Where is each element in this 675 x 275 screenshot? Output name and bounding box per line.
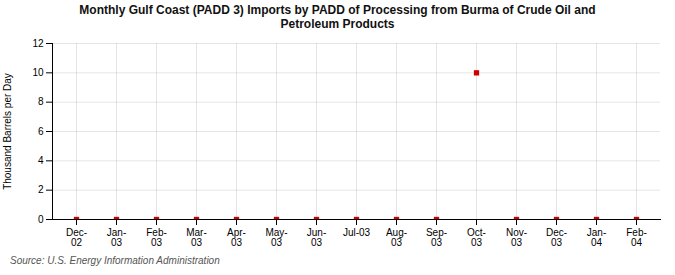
svg-text:Feb-04: Feb-04 (626, 227, 647, 248)
html-text:Monthly Gulf Coast (PADD 3) Im: Monthly Gulf Coast (PADD 3) Imports by P… (79, 3, 596, 31)
svg-text:Aug-03: Aug-03 (386, 227, 407, 248)
svg-text:0: 0 (38, 214, 44, 225)
svg-text:4: 4 (38, 155, 44, 166)
svg-text:Jul-03: Jul-03 (343, 227, 371, 238)
svg-text:6: 6 (38, 126, 44, 137)
svg-text:Feb-03: Feb-03 (146, 227, 167, 248)
svg-text:Dec-02: Dec-02 (66, 227, 87, 248)
svg-text:Nov-03: Nov-03 (506, 227, 527, 248)
svg-text:Apr-03: Apr-03 (227, 227, 246, 248)
svg-text:Jun-03: Jun-03 (307, 227, 326, 248)
svg-text:May-03: May-03 (265, 227, 287, 248)
svg-text:10: 10 (32, 67, 44, 78)
html-text:Source: U.S. Energy Informatio: Source: U.S. Energy Information Administ… (10, 255, 220, 266)
svg-text:2: 2 (38, 184, 44, 195)
svg-text:8: 8 (38, 96, 44, 107)
svg-text:Thousand Barrels per Day: Thousand Barrels per Day (2, 73, 13, 190)
svg-text:Dec-03: Dec-03 (546, 227, 567, 248)
svg-text:Jan-04: Jan-04 (587, 227, 606, 248)
svg-text:Mar-03: Mar-03 (186, 227, 207, 248)
svg-text:Sep-03: Sep-03 (426, 227, 447, 248)
svg-text:Oct-03: Oct-03 (467, 227, 486, 248)
svg-text:12: 12 (32, 38, 44, 49)
svg-text:Jan-03: Jan-03 (107, 227, 126, 248)
